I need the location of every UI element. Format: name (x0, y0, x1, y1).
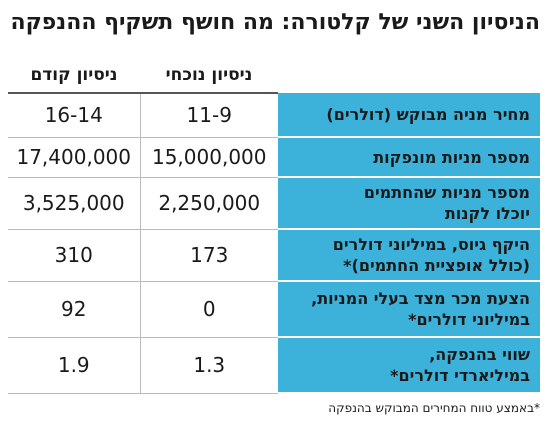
row-label: מספר מניות שהחתמים יוכלו לקנות (278, 177, 540, 230)
row-label: מחיר מניה מבוקש (דולרים) (278, 93, 540, 138)
row-label-line: במיליוני דולרים* (408, 310, 530, 329)
row-label-line: מספר מניות מונפקות (373, 147, 530, 167)
row-label: הצעת מכר מצד בעלי המניות, במיליוני דולרים… (278, 281, 540, 338)
row-label-line: שווי בהנפקה, (429, 345, 530, 364)
table-row: היקף גיוס, במיליוני דולרים (כולל אופציית … (8, 229, 540, 282)
cell-value: 92 (8, 281, 140, 338)
table-row: מספר מניות מונפקות 15,000,000 17,400,000 (8, 137, 540, 178)
row-label-line: יוכלו לקנות (444, 204, 530, 223)
header-blank (278, 58, 540, 93)
cell-value: 310 (8, 229, 140, 282)
row-label-line: מחיר מניה מבוקש (דולרים) (326, 105, 530, 124)
table-row: מחיר מניה מבוקש (דולרים) 11-9 16-14 (8, 93, 540, 138)
title: הניסיון השני של קלטורה: מה חושף תשקיף הה… (10, 10, 540, 35)
cell-value: 15,000,000 (139, 137, 278, 178)
cell-value: 173 (139, 229, 278, 282)
row-label: היקף גיוס, במיליוני דולרים (כולל אופציית … (278, 229, 540, 282)
row-label: שווי בהנפקה, במיליארדי דולרים* (278, 337, 540, 394)
column-header: ניסיון נוכחי (140, 58, 278, 94)
footnote: *באמצע טווח המחירים המבוקש בהנפקה (328, 401, 540, 415)
table-row: שווי בהנפקה, במיליארדי דולרים* 1.3 1.9 (8, 337, 540, 394)
row-label-line: מספר מניות שהחתמים (363, 183, 530, 202)
cell-value: 1.3 (139, 337, 278, 394)
row-label-line: במיליארדי דולרים* (390, 366, 530, 385)
cell-value: 0 (139, 281, 278, 338)
header-row: ניסיון נוכחי ניסיון קודם (8, 58, 540, 94)
cell-value: 16-14 (8, 93, 140, 138)
cell-value: 17,400,000 (8, 137, 140, 178)
cell-value: 2,250,000 (139, 177, 278, 230)
data-table: ניסיון נוכחי ניסיון קודם מחיר מניה מבוקש … (8, 58, 540, 394)
column-header: ניסיון קודם (8, 58, 140, 94)
cell-value: 3,525,000 (8, 177, 140, 230)
row-label-line: (כולל אופציית החתמים)* (343, 256, 530, 275)
table-row: הצעת מכר מצד בעלי המניות, במיליוני דולרים… (8, 281, 540, 338)
row-label-line: הצעת מכר מצד בעלי המניות, (311, 289, 530, 308)
row-label: מספר מניות מונפקות (278, 137, 540, 178)
row-label-line: היקף גיוס, במיליוני דולרים (332, 235, 530, 254)
cell-value: 11-9 (139, 93, 278, 138)
table-row: מספר מניות שהחתמים יוכלו לקנות 2,250,000 3,… (8, 177, 540, 230)
cell-value: 1.9 (8, 337, 140, 394)
